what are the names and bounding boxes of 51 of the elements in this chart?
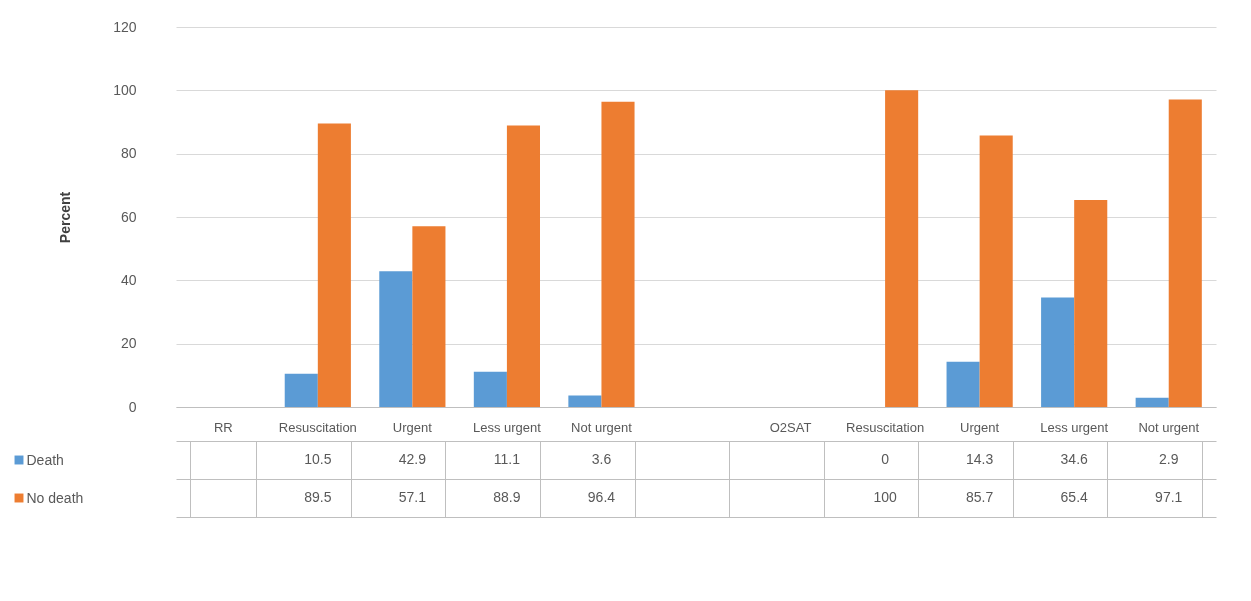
bar: [473, 371, 507, 407]
data-label: 85.7: [966, 489, 994, 505]
data-label: 10.5: [304, 451, 332, 467]
data-label: 57.1: [398, 489, 427, 505]
data-label: 100: [873, 489, 897, 505]
x-tick-label: Urgent: [392, 419, 433, 435]
bar: [601, 101, 635, 407]
bar: [1168, 99, 1202, 407]
y-tick-label: 100: [113, 81, 137, 98]
data-label: 65.4: [1060, 489, 1089, 505]
x-tick-label: Not urgent: [571, 419, 633, 435]
data-label: 0: [881, 451, 890, 467]
legend-label: Death: [26, 451, 64, 468]
bar: [979, 135, 1013, 407]
bar: [317, 123, 351, 407]
data-label: 97.1: [1155, 489, 1183, 505]
x-tick-label: O2SAT: [769, 419, 812, 435]
y-tick-label: 20: [120, 335, 137, 352]
y-tick-label: 60: [120, 208, 137, 225]
bar: [506, 125, 540, 407]
bar: [284, 373, 318, 407]
data-label: 88.9: [493, 489, 521, 505]
x-tick-label: Urgent: [960, 419, 1000, 435]
bar: [379, 271, 413, 407]
bar: [568, 395, 602, 407]
data-label: 96.4: [587, 489, 616, 505]
bar: [412, 226, 446, 407]
x-tick-label: Not urgent: [1138, 419, 1200, 435]
data-label: 34.6: [1060, 451, 1089, 467]
y-tick-label: 120: [113, 18, 137, 35]
x-tick-label: Resuscitation: [278, 419, 357, 435]
data-label: 42.9: [398, 451, 427, 467]
bar: [1074, 199, 1108, 407]
y-tick-label: 0: [128, 398, 137, 415]
y-tick-label: 80: [120, 145, 137, 162]
x-tick-label: Less urgent: [1040, 419, 1109, 435]
data-label: 11.1: [493, 451, 521, 467]
bar: [885, 90, 919, 407]
x-tick-label: Less urgent: [472, 419, 542, 435]
y-tick-label: 40: [120, 271, 137, 288]
data-label: 14.3: [966, 451, 994, 467]
y-axis-title: Percent: [57, 191, 74, 244]
data-label: 89.5: [304, 489, 332, 505]
x-tick-label: Resuscitation: [846, 419, 925, 435]
x-tick-label: RR: [213, 419, 233, 435]
bar: [1041, 297, 1075, 407]
data-label: 3.6: [591, 451, 612, 467]
legend-label: No death: [26, 489, 84, 506]
bar: [946, 361, 980, 407]
bar: [1135, 397, 1169, 407]
data-label: 2.9: [1158, 451, 1179, 467]
